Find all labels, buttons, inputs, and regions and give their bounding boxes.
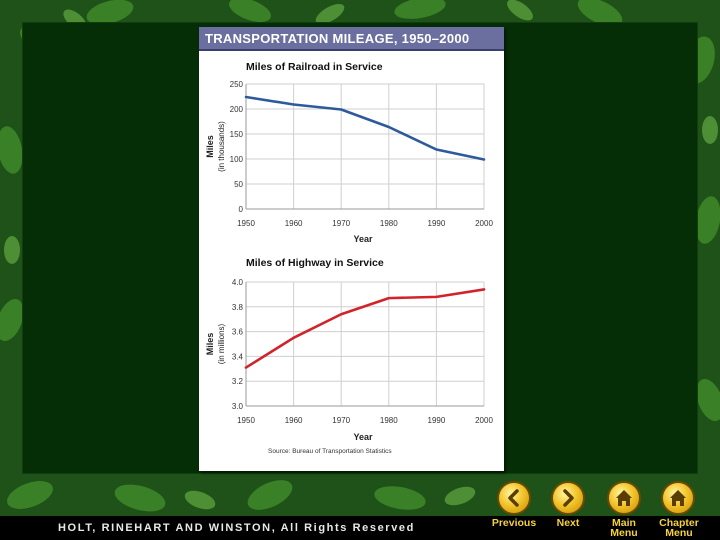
panel-title: TRANSPORTATION MILEAGE, 1950–2000 xyxy=(205,31,470,46)
x-tick-label: 2000 xyxy=(475,416,493,425)
main-menu-label: Main Menu xyxy=(610,517,638,539)
next-button[interactable] xyxy=(551,481,585,515)
panel-title-bar: TRANSPORTATION MILEAGE, 1950–2000 xyxy=(199,27,504,51)
y-tick-label: 0 xyxy=(239,205,244,214)
previous-label: Previous xyxy=(491,517,537,529)
x-tick-label: 1960 xyxy=(285,219,303,228)
y-tick-label: 150 xyxy=(230,130,244,139)
series-line xyxy=(244,95,486,161)
previous-button[interactable] xyxy=(497,481,531,515)
y-tick-label: 3.0 xyxy=(232,402,244,411)
chart-title: Miles of Highway in Service xyxy=(246,257,384,269)
x-tick-label: 1960 xyxy=(285,416,303,425)
y-axis-subtitle: (in millions) xyxy=(217,323,226,364)
x-tick-label: 1990 xyxy=(428,219,446,228)
y-axis-title: Miles xyxy=(205,135,215,158)
chapter-menu-label: Chapter Menu xyxy=(659,517,699,539)
x-axis-title: Year xyxy=(353,234,373,244)
y-tick-label: 50 xyxy=(234,180,243,189)
copyright-text: HOLT, RINEHART AND WINSTON, All Rights R… xyxy=(58,522,415,534)
chart-2: Miles of Highway in Service 3.0 3.2 3.4 3.6 3… xyxy=(205,257,493,455)
x-tick-label: 1970 xyxy=(332,219,350,228)
chart-title: Miles of Railroad in Service xyxy=(246,61,383,73)
chart-panel: TRANSPORTATION MILEAGE, 1950–2000 Miles … xyxy=(199,27,504,471)
chevron-right-icon xyxy=(563,489,574,507)
y-axis-title: Miles xyxy=(205,333,215,356)
y-tick-label: 100 xyxy=(230,155,244,164)
next-label: Next xyxy=(556,517,580,529)
chart-1: Miles of Railroad in Service 0 50 100 150 200… xyxy=(205,61,493,244)
y-axis-subtitle: (in thousands) xyxy=(217,121,226,172)
chapter-menu-button[interactable] xyxy=(661,481,695,515)
series-line xyxy=(244,288,486,369)
line-charts: Miles of Railroad in Service 0 50 100 150 200… xyxy=(205,61,493,455)
y-tick-label: 250 xyxy=(230,80,244,89)
x-tick-label: 1990 xyxy=(428,416,446,425)
y-tick-label: 3.8 xyxy=(232,303,244,312)
footer-bar xyxy=(0,516,720,540)
x-tick-label: 1980 xyxy=(380,416,398,425)
x-axis-title: Year xyxy=(353,432,373,442)
source-note: Source: Bureau of Transportation Statist… xyxy=(268,448,392,455)
y-tick-label: 4.0 xyxy=(232,278,244,287)
x-tick-label: 2000 xyxy=(475,219,493,228)
home-icon xyxy=(616,490,632,506)
home-icon xyxy=(670,490,686,506)
y-tick-label: 3.2 xyxy=(232,377,244,386)
x-tick-label: 1950 xyxy=(237,416,255,425)
main-menu-button[interactable] xyxy=(607,481,641,515)
x-tick-label: 1950 xyxy=(237,219,255,228)
y-tick-label: 3.6 xyxy=(232,328,244,337)
y-tick-label: 200 xyxy=(230,105,244,114)
x-tick-label: 1970 xyxy=(332,416,350,425)
x-tick-label: 1980 xyxy=(380,219,398,228)
y-tick-label: 3.4 xyxy=(232,352,244,361)
chevron-left-icon xyxy=(508,489,519,507)
